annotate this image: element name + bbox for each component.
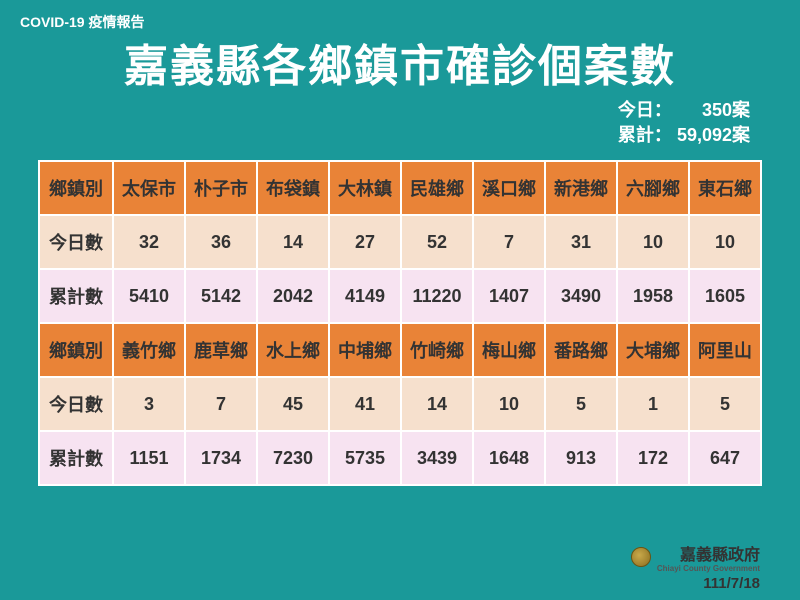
cum-cell: 1958 xyxy=(617,269,689,323)
township-cell: 太保市 xyxy=(113,161,185,215)
cum-cell: 5735 xyxy=(329,431,401,485)
cum-cell: 3439 xyxy=(401,431,473,485)
table-row: 累計數 5410 5142 2042 4149 11220 1407 3490 … xyxy=(39,269,761,323)
table-row: 累計數 1151 1734 7230 5735 3439 1648 913 17… xyxy=(39,431,761,485)
cases-table: 鄉鎮別 太保市 朴子市 布袋鎮 大林鎮 民雄鄉 溪口鄉 新港鄉 六腳鄉 東石鄉 … xyxy=(38,160,762,486)
today-cell: 3 xyxy=(113,377,185,431)
today-cell: 31 xyxy=(545,215,617,269)
township-cell: 義竹鄉 xyxy=(113,323,185,377)
table-row: 今日數 32 36 14 27 52 7 31 10 10 xyxy=(39,215,761,269)
today-cell: 14 xyxy=(257,215,329,269)
today-cell: 52 xyxy=(401,215,473,269)
summary-block: 今日： 350案 累計： 59,092案 xyxy=(0,98,800,148)
today-cell: 5 xyxy=(689,377,761,431)
township-cell: 六腳鄉 xyxy=(617,161,689,215)
government-name: 嘉義縣政府 xyxy=(680,547,760,564)
table-row: 鄉鎮別 太保市 朴子市 布袋鎮 大林鎮 民雄鄉 溪口鄉 新港鄉 六腳鄉 東石鄉 xyxy=(39,161,761,215)
cum-cell: 1151 xyxy=(113,431,185,485)
cum-cell: 913 xyxy=(545,431,617,485)
today-cell: 45 xyxy=(257,377,329,431)
township-cell: 東石鄉 xyxy=(689,161,761,215)
township-cell: 溪口鄉 xyxy=(473,161,545,215)
row-label-cumulative: 累計數 xyxy=(39,269,113,323)
report-label: COVID-19 疫情報告 xyxy=(20,12,144,32)
cum-cell: 1407 xyxy=(473,269,545,323)
today-cell: 14 xyxy=(401,377,473,431)
row-label-township: 鄉鎮別 xyxy=(39,161,113,215)
township-cell: 番路鄉 xyxy=(545,323,617,377)
today-cell: 10 xyxy=(689,215,761,269)
township-cell: 民雄鄉 xyxy=(401,161,473,215)
cum-cell: 7230 xyxy=(257,431,329,485)
cum-cell: 1734 xyxy=(185,431,257,485)
cum-cell: 172 xyxy=(617,431,689,485)
today-value: 350案 xyxy=(702,100,750,120)
township-cell: 大林鎮 xyxy=(329,161,401,215)
today-cell: 27 xyxy=(329,215,401,269)
cum-cell: 1648 xyxy=(473,431,545,485)
row-label-today: 今日數 xyxy=(39,215,113,269)
today-cell: 41 xyxy=(329,377,401,431)
cum-label: 累計： xyxy=(618,125,672,145)
government-sub: Chiayi County Government xyxy=(657,565,760,573)
today-cell: 32 xyxy=(113,215,185,269)
township-cell: 阿里山 xyxy=(689,323,761,377)
cum-cell: 5410 xyxy=(113,269,185,323)
township-cell: 鹿草鄉 xyxy=(185,323,257,377)
today-cell: 36 xyxy=(185,215,257,269)
township-cell: 水上鄉 xyxy=(257,323,329,377)
cum-cell: 4149 xyxy=(329,269,401,323)
footer: 嘉義縣政府 Chiayi County Government 111/7/18 xyxy=(631,541,760,592)
cum-cell: 2042 xyxy=(257,269,329,323)
township-cell: 梅山鄉 xyxy=(473,323,545,377)
cum-cell: 3490 xyxy=(545,269,617,323)
township-cell: 竹崎鄉 xyxy=(401,323,473,377)
cum-cell: 647 xyxy=(689,431,761,485)
cum-cell: 11220 xyxy=(401,269,473,323)
today-cell: 10 xyxy=(473,377,545,431)
table-row: 今日數 3 7 45 41 14 10 5 1 5 xyxy=(39,377,761,431)
report-date: 111/7/18 xyxy=(631,575,760,592)
township-cell: 布袋鎮 xyxy=(257,161,329,215)
government-seal-icon xyxy=(631,547,651,567)
row-label-cumulative: 累計數 xyxy=(39,431,113,485)
today-cell: 1 xyxy=(617,377,689,431)
table-row: 鄉鎮別 義竹鄉 鹿草鄉 水上鄉 中埔鄉 竹崎鄉 梅山鄉 番路鄉 大埔鄉 阿里山 xyxy=(39,323,761,377)
township-cell: 新港鄉 xyxy=(545,161,617,215)
cum-cell: 1605 xyxy=(689,269,761,323)
cum-value: 59,092案 xyxy=(677,125,750,145)
township-cell: 朴子市 xyxy=(185,161,257,215)
today-cell: 10 xyxy=(617,215,689,269)
today-cell: 7 xyxy=(185,377,257,431)
township-cell: 中埔鄉 xyxy=(329,323,401,377)
today-cell: 5 xyxy=(545,377,617,431)
row-label-township: 鄉鎮別 xyxy=(39,323,113,377)
cum-cell: 5142 xyxy=(185,269,257,323)
township-cell: 大埔鄉 xyxy=(617,323,689,377)
today-cell: 7 xyxy=(473,215,545,269)
today-label: 今日： xyxy=(618,100,672,120)
row-label-today: 今日數 xyxy=(39,377,113,431)
